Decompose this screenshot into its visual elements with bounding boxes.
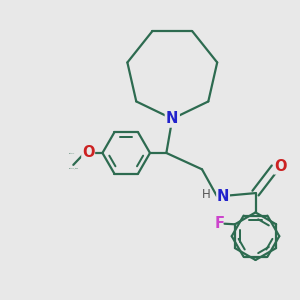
Text: methoxy: methoxy <box>69 152 75 154</box>
Text: F: F <box>215 216 225 231</box>
Text: N: N <box>166 111 178 126</box>
Text: N: N <box>217 189 229 204</box>
Text: O: O <box>274 159 286 174</box>
Text: methoxy_stub: methoxy_stub <box>69 167 79 169</box>
Text: H: H <box>202 188 210 201</box>
Text: O: O <box>82 146 94 160</box>
